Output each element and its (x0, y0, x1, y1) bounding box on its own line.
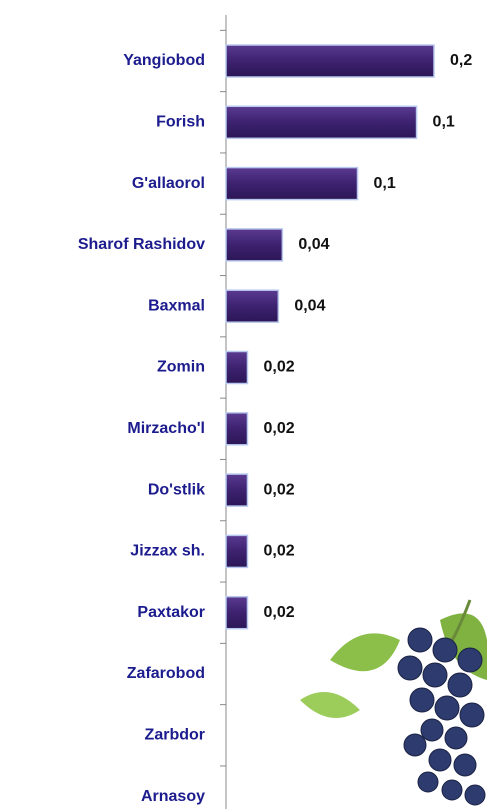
bar (226, 290, 278, 322)
value-label: 0,02 (263, 481, 294, 498)
chart: Yangiobod 0,2 Forish 0,1 G'allaorol 0,1 Sharof… (0, 0, 487, 809)
y-tick-label: Forish (156, 114, 205, 131)
y-tick-label: Zomin (157, 359, 205, 376)
bar (226, 535, 247, 567)
y-tick-label: Do'stlik (148, 481, 205, 498)
value-label: 0,2 (450, 52, 472, 69)
value-label: 0,02 (263, 604, 294, 621)
y-tick-label: Baxmal (148, 297, 205, 314)
y-tick-label: Jizzax sh. (130, 543, 205, 560)
grape-decoration (300, 600, 487, 805)
y-tick-label: G'allaorol (132, 175, 205, 192)
y-tick-label: Sharof Rashidov (78, 236, 205, 253)
y-tick-label: Zarbdor (145, 727, 205, 744)
y-tick-label: Arnasoy (141, 788, 205, 805)
y-tick-label: Zafarobod (127, 665, 205, 682)
y-tick-label: Yangiobod (123, 52, 205, 69)
bar (226, 352, 247, 384)
bar (226, 413, 247, 445)
bar (226, 474, 247, 506)
value-label: 0,1 (374, 175, 396, 192)
value-label: 0,02 (263, 420, 294, 437)
value-label: 0,1 (433, 114, 455, 131)
bar (226, 597, 247, 629)
value-label: 0,02 (263, 359, 294, 376)
bar (226, 45, 434, 77)
value-label: 0,04 (298, 236, 329, 253)
value-label: 0,02 (263, 543, 294, 560)
bar (226, 106, 417, 138)
y-tick-label: Paxtakor (137, 604, 205, 621)
y-tick-label: Mirzacho'l (127, 420, 205, 437)
value-label: 0,04 (294, 297, 325, 314)
bar (226, 168, 358, 200)
bar (226, 229, 282, 261)
